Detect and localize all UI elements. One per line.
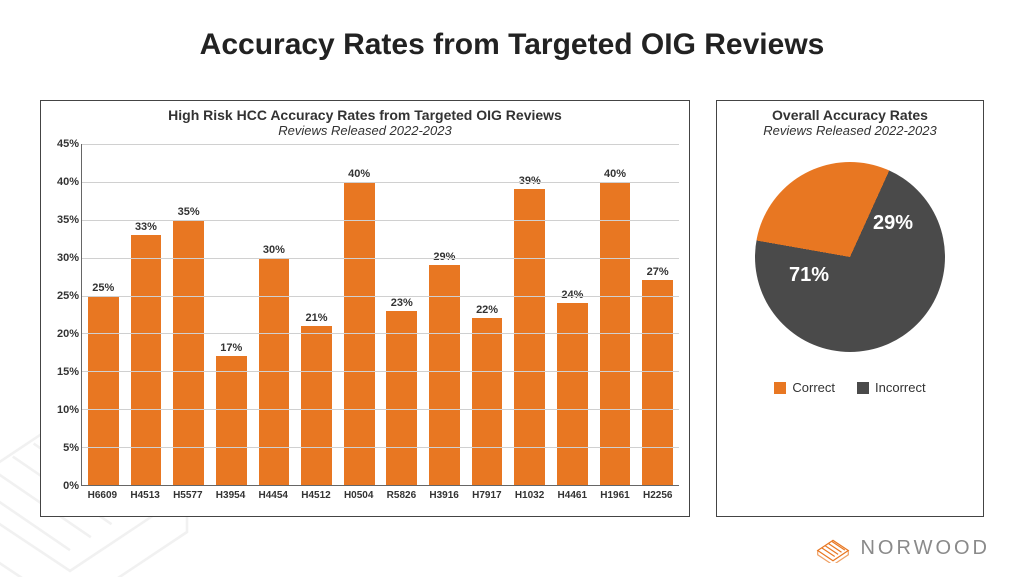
bar-slot: 33% xyxy=(125,144,168,485)
bar-slot: 27% xyxy=(636,144,679,485)
bar-slot: 40% xyxy=(594,144,637,485)
bar-slot: 24% xyxy=(551,144,594,485)
ytick-label: 5% xyxy=(43,442,79,454)
bar-slot: 17% xyxy=(210,144,253,485)
gridline xyxy=(82,220,679,221)
xtick-label: H4513 xyxy=(124,486,167,508)
bar-data-label: 27% xyxy=(647,266,669,278)
bar-data-label: 22% xyxy=(476,304,498,316)
brand-icon xyxy=(816,533,850,563)
bar-slot: 39% xyxy=(508,144,551,485)
xtick-label: R5826 xyxy=(380,486,423,508)
slide-root: Accuracy Rates from Targeted OIG Reviews… xyxy=(0,0,1024,577)
bar-chart-panel: High Risk HCC Accuracy Rates from Target… xyxy=(40,100,690,517)
bar-data-label: 21% xyxy=(306,312,328,324)
ytick-label: 45% xyxy=(43,138,79,150)
gridline xyxy=(82,409,679,410)
bar-data-label: 35% xyxy=(178,206,200,218)
gridline xyxy=(82,371,679,372)
legend-swatch-incorrect xyxy=(857,382,869,394)
ytick-label: 20% xyxy=(43,328,79,340)
bar-chart-bars: 25% 33% 35% 17% 30% 21% 40% 23% 29% 22% 39%24% 40% 2… xyxy=(82,144,679,485)
gridline xyxy=(82,296,679,297)
bar-rect xyxy=(88,296,119,485)
pie-chart-title: Overall Accuracy Rates xyxy=(717,107,983,123)
pie-slice-label-correct: 29% xyxy=(873,212,913,235)
bar-data-label: 40% xyxy=(348,168,370,180)
gridline xyxy=(82,182,679,183)
bar-chart-xaxis: H6609H4513H5577H3954H4454H4512H0504R5826… xyxy=(81,486,679,508)
bar-slot: 40% xyxy=(338,144,381,485)
gridline xyxy=(82,144,679,145)
bar-data-label: 17% xyxy=(220,342,242,354)
xtick-label: H3916 xyxy=(423,486,466,508)
ytick-label: 40% xyxy=(43,176,79,188)
bar-chart-title: High Risk HCC Accuracy Rates from Target… xyxy=(41,107,689,123)
pie-slice-label-incorrect: 71% xyxy=(789,264,829,287)
pie-chart-area: 29% 71% Correct Incorrect xyxy=(717,144,983,516)
bar-slot: 29% xyxy=(423,144,466,485)
xtick-label: H3954 xyxy=(209,486,252,508)
legend-item-incorrect: Incorrect xyxy=(857,380,926,395)
legend-label: Incorrect xyxy=(875,380,926,395)
legend-item-correct: Correct xyxy=(774,380,835,395)
bar-rect xyxy=(301,326,332,485)
bar-chart-subtitle: Reviews Released 2022-2023 xyxy=(41,123,689,138)
xtick-label: H4512 xyxy=(295,486,338,508)
pie-box: 29% 71% xyxy=(755,162,945,352)
bar-slot: 35% xyxy=(167,144,210,485)
bar-chart-area: 0%5%10%15%20%25%30%35%40%45% 25%33%35%17… xyxy=(81,144,679,508)
xtick-label: H6609 xyxy=(81,486,124,508)
bar-rect xyxy=(514,189,545,485)
pie-chart-subtitle: Reviews Released 2022-2023 xyxy=(717,123,983,138)
gridline xyxy=(82,447,679,448)
bar-data-label: 23% xyxy=(391,297,413,309)
bar-data-label: 33% xyxy=(135,221,157,233)
xtick-label: H0504 xyxy=(337,486,380,508)
bar-slot: 21% xyxy=(295,144,338,485)
ytick-label: 15% xyxy=(43,366,79,378)
bar-data-label: 25% xyxy=(92,282,114,294)
chart-panels: High Risk HCC Accuracy Rates from Target… xyxy=(40,100,984,517)
bar-slot: 22% xyxy=(466,144,509,485)
gridline xyxy=(82,333,679,334)
bar-chart-plot: 25% 33% 35% 17% 30% 21% 40% 23% 29% 22% 39%24% 40% 2… xyxy=(81,144,679,486)
pie-legend: Correct Incorrect xyxy=(774,380,925,395)
bar-slot: 30% xyxy=(253,144,296,485)
bar-data-label: 40% xyxy=(604,168,626,180)
bar-rect xyxy=(386,311,417,485)
xtick-label: H2256 xyxy=(636,486,679,508)
legend-label: Correct xyxy=(792,380,835,395)
ytick-label: 25% xyxy=(43,290,79,302)
bar-rect xyxy=(216,356,247,485)
bar-rect xyxy=(173,220,204,485)
bar-rect xyxy=(429,265,460,485)
legend-swatch-correct xyxy=(774,382,786,394)
bar-rect xyxy=(472,318,503,485)
pie-chart-panel: Overall Accuracy Rates Reviews Released … xyxy=(716,100,984,517)
ytick-label: 30% xyxy=(43,252,79,264)
ytick-label: 0% xyxy=(43,480,79,492)
bar-data-label: 30% xyxy=(263,244,285,256)
bar-chart-yaxis: 0%5%10%15%20%25%30%35%40%45% xyxy=(43,144,79,486)
xtick-label: H7917 xyxy=(465,486,508,508)
gridline xyxy=(82,258,679,259)
brand-text: NORWOOD xyxy=(860,537,990,560)
xtick-label: H4454 xyxy=(252,486,295,508)
bar-slot: 25% xyxy=(82,144,125,485)
ytick-label: 10% xyxy=(43,404,79,416)
xtick-label: H4461 xyxy=(551,486,594,508)
xtick-label: H1032 xyxy=(508,486,551,508)
brand-logo: NORWOOD xyxy=(816,533,990,563)
xtick-label: H1961 xyxy=(594,486,637,508)
pie-circle xyxy=(755,162,945,352)
bar-slot: 23% xyxy=(380,144,423,485)
slide-title: Accuracy Rates from Targeted OIG Reviews xyxy=(0,28,1024,62)
bar-rect xyxy=(642,280,673,485)
xtick-label: H5577 xyxy=(166,486,209,508)
bar-rect xyxy=(557,303,588,485)
ytick-label: 35% xyxy=(43,214,79,226)
